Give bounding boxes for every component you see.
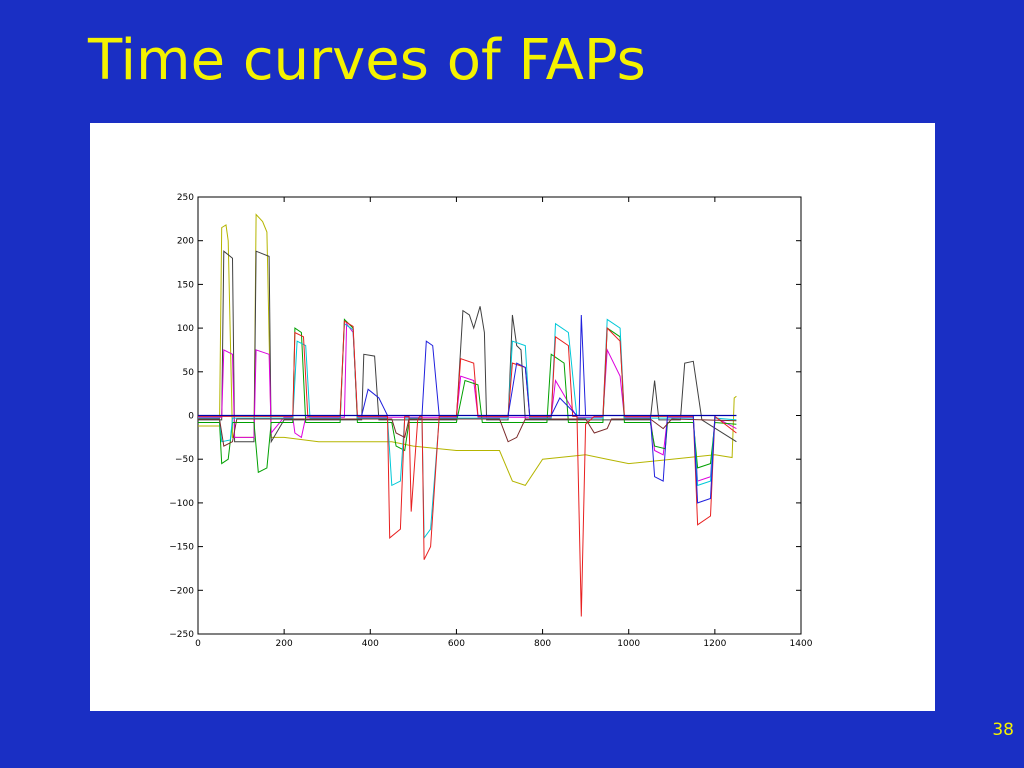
y-tick-label: 0 bbox=[188, 412, 194, 422]
y-tick-label: −250 bbox=[169, 630, 194, 640]
x-tick-label: 0 bbox=[195, 639, 201, 649]
series-line-8 bbox=[198, 418, 737, 447]
x-tick-label: 800 bbox=[534, 639, 551, 649]
y-tick-label: −150 bbox=[169, 543, 194, 553]
series-line-2 bbox=[198, 250, 737, 444]
y-tick-label: −100 bbox=[169, 499, 194, 509]
y-tick-label: 100 bbox=[177, 324, 194, 334]
y-tick-label: 200 bbox=[177, 237, 194, 247]
series-line-3 bbox=[198, 322, 737, 482]
series-line-7 bbox=[198, 314, 737, 504]
y-tick-label: 250 bbox=[177, 193, 194, 203]
fap-time-curves-chart: 0 200 400 600 800 1000 1200 1400 250 200 150 100 50 0… bbox=[169, 193, 813, 649]
x-tick-label: 1200 bbox=[703, 639, 726, 649]
slide-title: Time curves of FAPs bbox=[88, 28, 646, 93]
series-line-4 bbox=[198, 318, 737, 474]
series-line-5 bbox=[198, 318, 737, 540]
x-tick-label: 600 bbox=[448, 639, 465, 649]
x-tick-label: 400 bbox=[362, 639, 379, 649]
slide-number: 38 bbox=[992, 720, 1014, 740]
y-tick-label: −50 bbox=[175, 455, 194, 465]
x-tick-label: 200 bbox=[276, 639, 293, 649]
y-tick-label: 150 bbox=[177, 280, 194, 290]
figure-panel: 0 200 400 600 800 1000 1200 1400 250 200 150 100 50 0… bbox=[90, 123, 935, 711]
y-tick-label: −200 bbox=[169, 586, 194, 596]
series-line-6 bbox=[198, 320, 737, 617]
y-tick-label: 50 bbox=[183, 368, 195, 378]
x-tick-label: 1000 bbox=[617, 639, 640, 649]
x-tick-label: 1400 bbox=[790, 639, 813, 649]
